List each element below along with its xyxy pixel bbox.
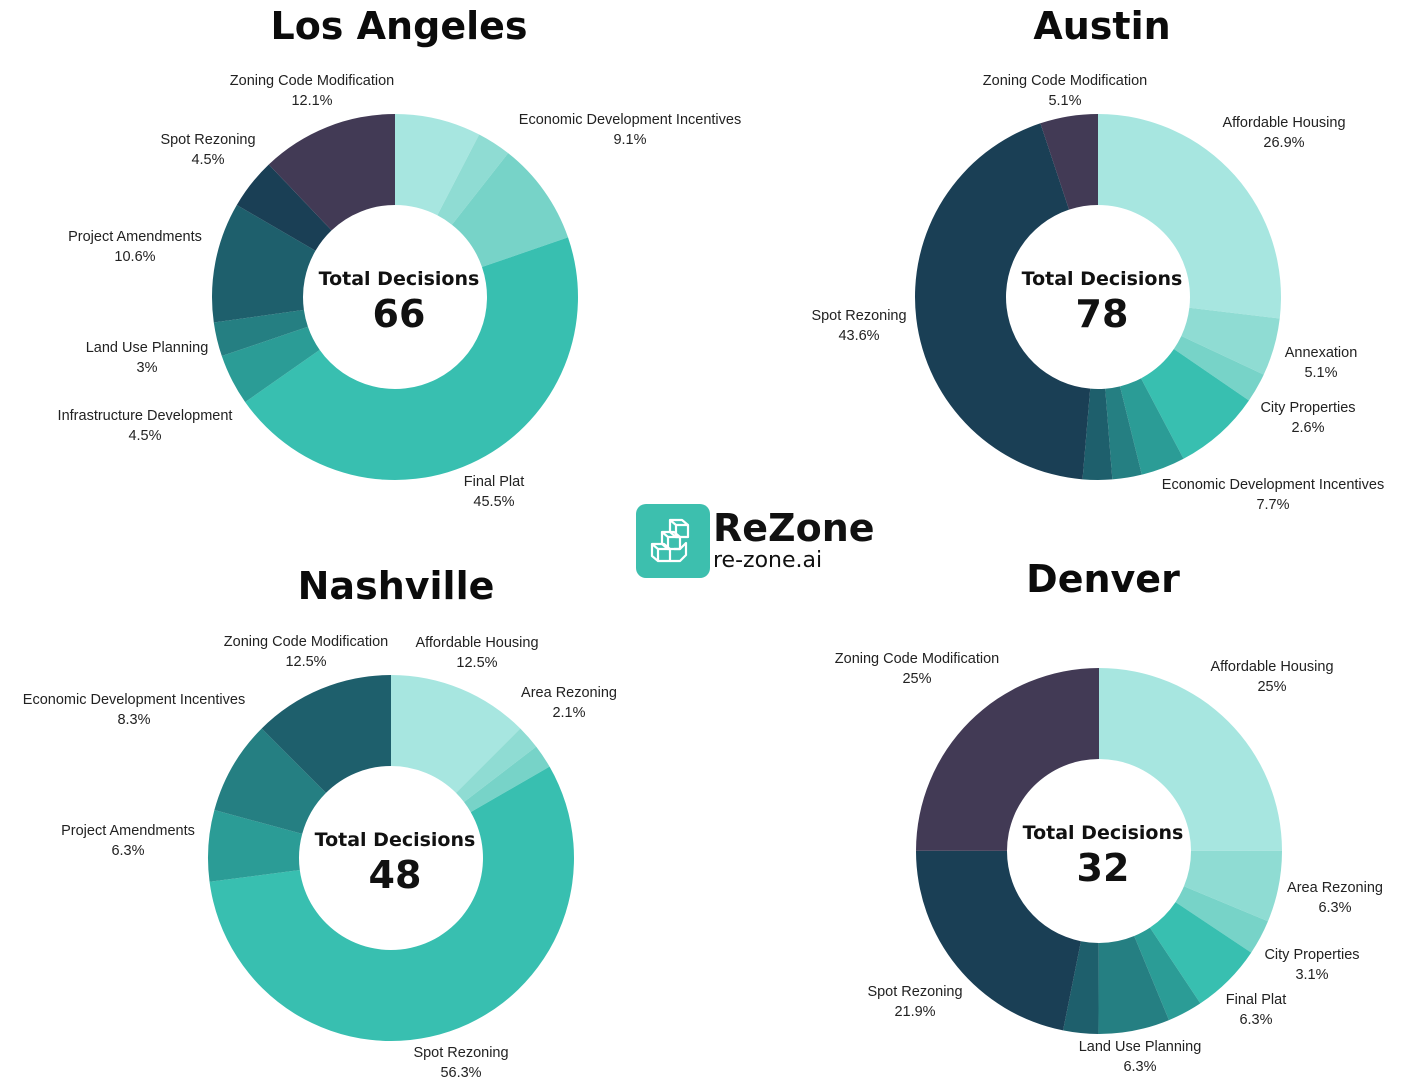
- center-label: Total Decisions: [1022, 268, 1183, 290]
- slice-label: Affordable Housing 12.5%: [415, 635, 539, 671]
- donut-slice: [1173, 336, 1264, 401]
- donut-slice: [1105, 386, 1142, 480]
- donut-slice: [268, 113, 395, 231]
- donut-slice: [1099, 668, 1282, 851]
- donut-slice: [451, 153, 569, 268]
- donut-slice: [209, 766, 574, 1042]
- donut-slice: [463, 746, 550, 813]
- slice-label: Economic Development Incentives 8.3%: [22, 692, 246, 728]
- center-label: Total Decisions: [319, 268, 480, 290]
- chart-title: Los Angeles: [270, 4, 528, 48]
- donut-slice: [1175, 886, 1268, 953]
- donut-slice: [1141, 349, 1249, 459]
- donut-slice: [437, 134, 509, 225]
- brand-url: re-zone.ai: [713, 548, 823, 573]
- donut-slice: [915, 123, 1091, 480]
- slice-label: Annexation 5.1%: [1284, 345, 1358, 381]
- slice-label: Economic Development Incentives 9.1%: [518, 112, 742, 148]
- slice-label: Economic Development Incentives 7.7%: [1161, 477, 1385, 513]
- slice-label: City Properties 2.6%: [1260, 400, 1356, 436]
- slice-label: Land Use Planning 6.3%: [1078, 1039, 1202, 1075]
- slice-label: Infrastructure Development 4.5%: [57, 408, 233, 444]
- chart-title: Nashville: [297, 564, 495, 608]
- donut-slice: [1181, 307, 1280, 375]
- donut-slice: [214, 728, 326, 834]
- donut-slice: [212, 205, 316, 323]
- slice-label: Project Amendments 6.3%: [61, 823, 195, 859]
- donut-slice: [1149, 902, 1252, 1004]
- center-label: Total Decisions: [315, 829, 476, 851]
- slice-label: Land Use Planning 3%: [85, 340, 209, 376]
- slice-label: Area Rezoning 6.3%: [1287, 880, 1383, 916]
- slice-label: Area Rezoning 2.1%: [521, 685, 617, 721]
- slice-label: Affordable Housing 25%: [1210, 659, 1334, 695]
- slice-label: Spot Rezoning 43.6%: [811, 308, 907, 344]
- donut-slice: [1063, 941, 1099, 1034]
- slice-label: Zoning Code Modification 12.5%: [223, 634, 389, 670]
- donut-slice: [1098, 114, 1281, 319]
- donut-slice: [236, 164, 332, 251]
- slice-label: Final Plat 45.5%: [463, 474, 525, 510]
- slice-label: Final Plat 6.3%: [1225, 992, 1287, 1028]
- donut-slice: [1098, 936, 1169, 1035]
- donut-slice: [915, 850, 1081, 1031]
- logo-icon-box: [636, 504, 710, 578]
- donut-slice: [391, 675, 521, 793]
- donut-slice: [245, 237, 578, 480]
- donut-slice: [221, 326, 320, 403]
- chart-title: Austin: [1033, 4, 1171, 48]
- donut-slice: [261, 675, 391, 793]
- slice-label: Zoning Code Modification 25%: [834, 651, 1000, 687]
- total-value: 48: [369, 853, 422, 897]
- slice-label: Spot Rezoning 21.9%: [867, 984, 963, 1020]
- total-value: 66: [373, 292, 426, 336]
- donut-slice: [395, 114, 480, 216]
- donut-slice: [1082, 388, 1113, 480]
- slice-label: Project Amendments 10.6%: [68, 229, 202, 265]
- cubes-icon: [650, 518, 690, 563]
- donut-slice: [1183, 850, 1282, 922]
- donut-slice: [1120, 378, 1184, 475]
- slice-label: Spot Rezoning 56.3%: [413, 1045, 509, 1081]
- donut-slice: [208, 810, 303, 882]
- slice-label: City Properties 3.1%: [1264, 947, 1360, 983]
- donut-slice: [213, 309, 308, 357]
- donut-slice: [1134, 927, 1201, 1021]
- donut-slice: [1040, 114, 1098, 210]
- donut-slice: [916, 668, 1099, 851]
- slice-label: Zoning Code Modification 12.1%: [229, 73, 395, 109]
- slice-label: Affordable Housing 26.9%: [1222, 115, 1346, 151]
- chart-title: Denver: [1026, 557, 1180, 601]
- donut-slice: [456, 728, 537, 803]
- total-value: 32: [1077, 846, 1130, 890]
- total-value: 78: [1076, 292, 1129, 336]
- rezone-logo: ReZone re-zone.ai: [636, 504, 876, 580]
- center-label: Total Decisions: [1023, 822, 1184, 844]
- brand-name: ReZone: [713, 506, 875, 550]
- slice-label: Spot Rezoning 4.5%: [160, 132, 256, 168]
- slice-label: Zoning Code Modification 5.1%: [982, 73, 1148, 109]
